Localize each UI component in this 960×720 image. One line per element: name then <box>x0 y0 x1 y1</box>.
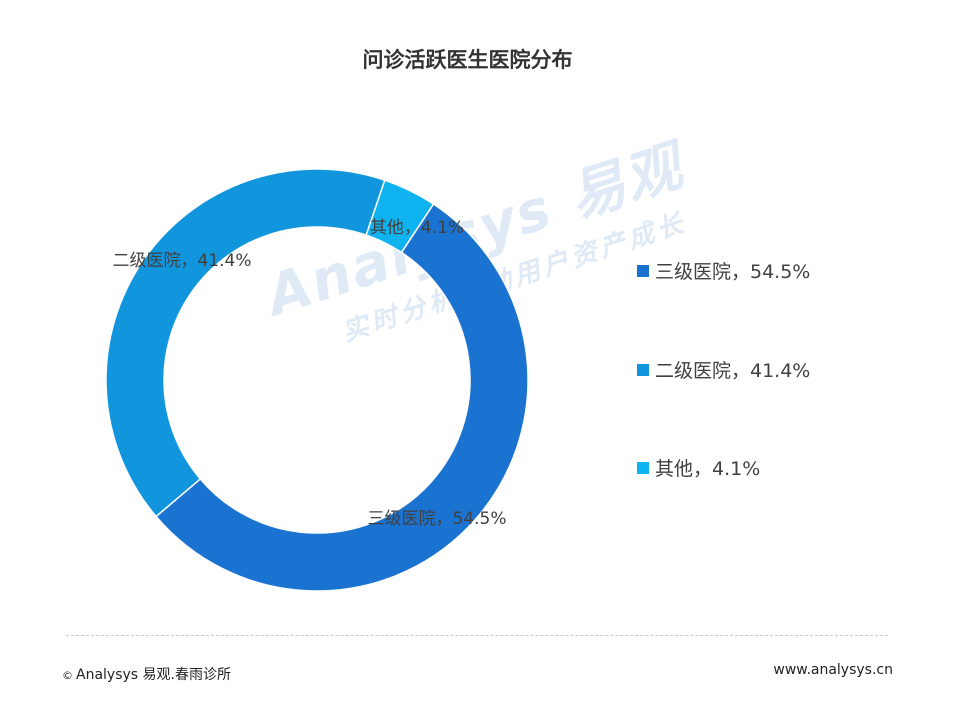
legend-swatch <box>637 462 649 474</box>
slice-label-secondary: 二级医院，41.4% <box>112 251 251 271</box>
copyright-text: Analysys 易观.春雨诊所 <box>76 667 231 683</box>
legend-swatch <box>637 265 649 277</box>
slice-other <box>365 179 435 254</box>
legend-label: 其他，4.1% <box>655 458 761 480</box>
chart-title: 问诊活跃医生医院分布 <box>362 48 573 72</box>
footer-copyright: © Analysys 易观.春雨诊所 <box>62 664 231 684</box>
footer-divider <box>66 635 888 636</box>
slice-tertiary-hospital <box>155 203 529 592</box>
legend-swatch <box>637 364 649 376</box>
slice-secondary-hospital <box>105 168 386 518</box>
footer-website: www.analysys.cn <box>773 662 893 678</box>
legend-label: 三级医院，54.5% <box>655 261 811 283</box>
legend-item-secondary: 二级医院，41.4% <box>637 357 810 385</box>
slice-label-tertiary: 三级医院，54.5% <box>367 509 506 529</box>
copyright-symbol: © <box>62 669 73 682</box>
legend-item-tertiary: 三级医院，54.5% <box>637 258 810 286</box>
legend-label: 二级医院，41.4% <box>655 360 811 382</box>
slice-label-other: 其他，4.1% <box>370 218 464 238</box>
legend-item-other: 其他，4.1% <box>637 455 760 483</box>
